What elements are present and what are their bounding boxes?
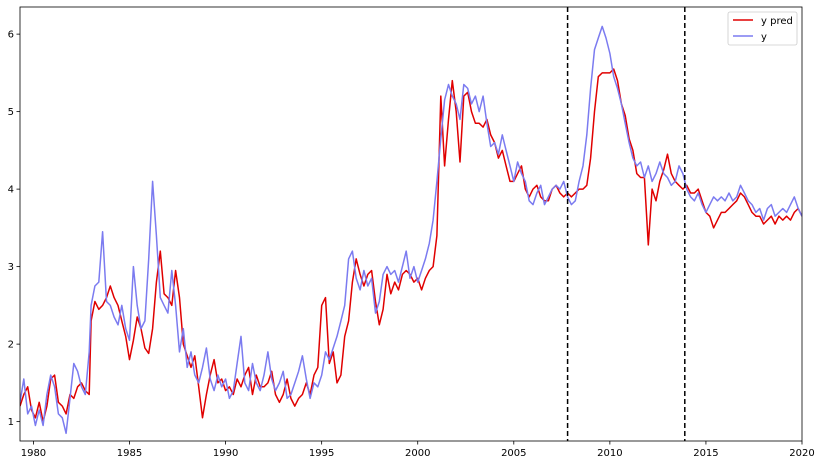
series-line-y bbox=[20, 25, 802, 435]
x-tick-label: 2020 bbox=[789, 448, 814, 459]
legend-label-y: y bbox=[761, 32, 767, 43]
y-tick-label: 3 bbox=[8, 262, 14, 273]
plot-frame bbox=[19, 6, 803, 442]
y-tick-label: 2 bbox=[8, 340, 14, 351]
legend: y pred y bbox=[727, 11, 798, 46]
y-tick-label: 4 bbox=[8, 185, 14, 196]
reference-lines bbox=[566, 7, 686, 441]
x-tick-label: 1990 bbox=[213, 448, 238, 459]
y-tick-label: 5 bbox=[8, 107, 14, 118]
x-tick-label: 2010 bbox=[597, 448, 622, 459]
x-tick-label: 2015 bbox=[693, 448, 718, 459]
x-tick-label: 2005 bbox=[501, 448, 526, 459]
y-axis: 1 2 3 4 5 6 bbox=[8, 30, 20, 428]
x-tick-label: 1995 bbox=[309, 448, 334, 459]
legend-label-y-pred: y pred bbox=[761, 16, 793, 27]
x-tick-label: 1980 bbox=[21, 448, 46, 459]
y-tick-label: 6 bbox=[8, 30, 14, 41]
x-tick-label: 2000 bbox=[405, 448, 430, 459]
series-layer bbox=[20, 25, 802, 435]
x-tick-label: 1985 bbox=[117, 448, 142, 459]
x-axis: 1980 1985 1990 1995 2000 2005 2010 2015 2020 bbox=[21, 441, 815, 459]
y-tick-label: 1 bbox=[8, 417, 14, 428]
